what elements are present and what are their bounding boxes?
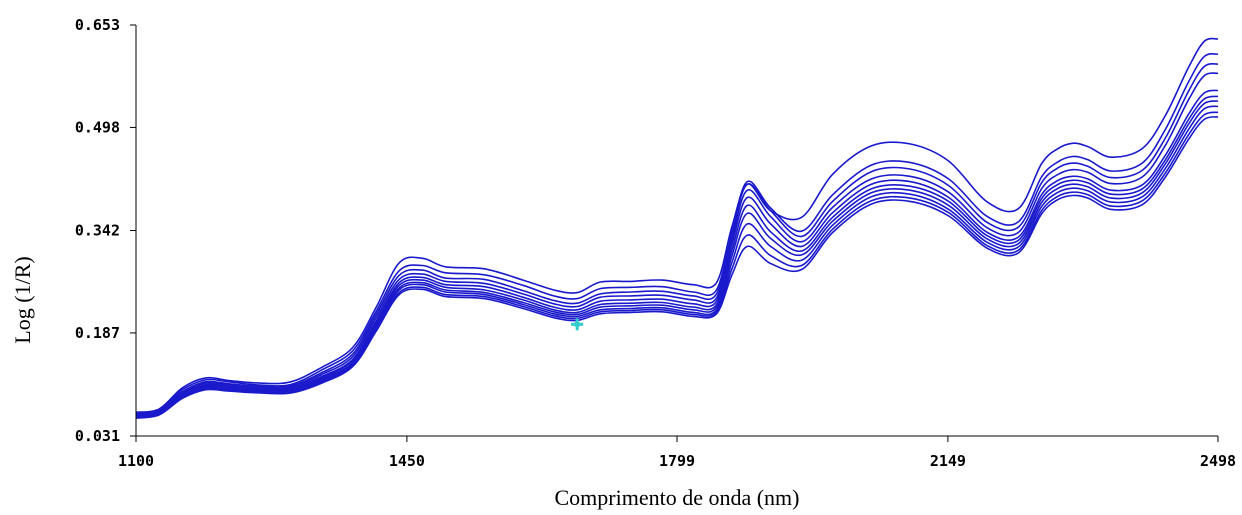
series-line-9: [135, 111, 1219, 419]
series-line-4: [135, 72, 1219, 415]
y-tick-label: 0.031: [75, 427, 120, 445]
x-tick-label: 1100: [118, 452, 154, 470]
y-tick-label: 0.498: [75, 118, 120, 136]
y-tick-label: 0.342: [75, 222, 120, 240]
series-lines: [135, 37, 1219, 419]
series-line-8: [135, 105, 1219, 418]
y-tick-label: 0.653: [75, 16, 120, 34]
axes: [135, 25, 1218, 437]
tick-marks: [130, 24, 1219, 442]
x-tick-label: 2498: [1200, 452, 1236, 470]
x-tick-label: 2149: [930, 452, 966, 470]
series-line-2: [135, 53, 1219, 414]
series-line-5: [135, 89, 1219, 416]
tick-labels: 1100 1450 1799 2149 2498 0.653 0.498 0.342 0.187…: [75, 16, 1236, 470]
series-line-10: [135, 116, 1219, 419]
x-tick-label: 1799: [659, 452, 695, 470]
y-tick-label: 0.187: [75, 324, 120, 342]
x-axis-title: Comprimento de onda (nm): [554, 485, 799, 510]
highlight-marker: [571, 318, 584, 331]
series-line-3: [135, 62, 1219, 415]
x-tick-label: 1450: [389, 452, 425, 470]
series-line-7: [135, 100, 1219, 417]
y-axis-title: Log (1/R): [10, 256, 35, 343]
series-line-1: [135, 37, 1219, 413]
series-line-6: [135, 95, 1219, 417]
marker-layer: [571, 318, 584, 331]
